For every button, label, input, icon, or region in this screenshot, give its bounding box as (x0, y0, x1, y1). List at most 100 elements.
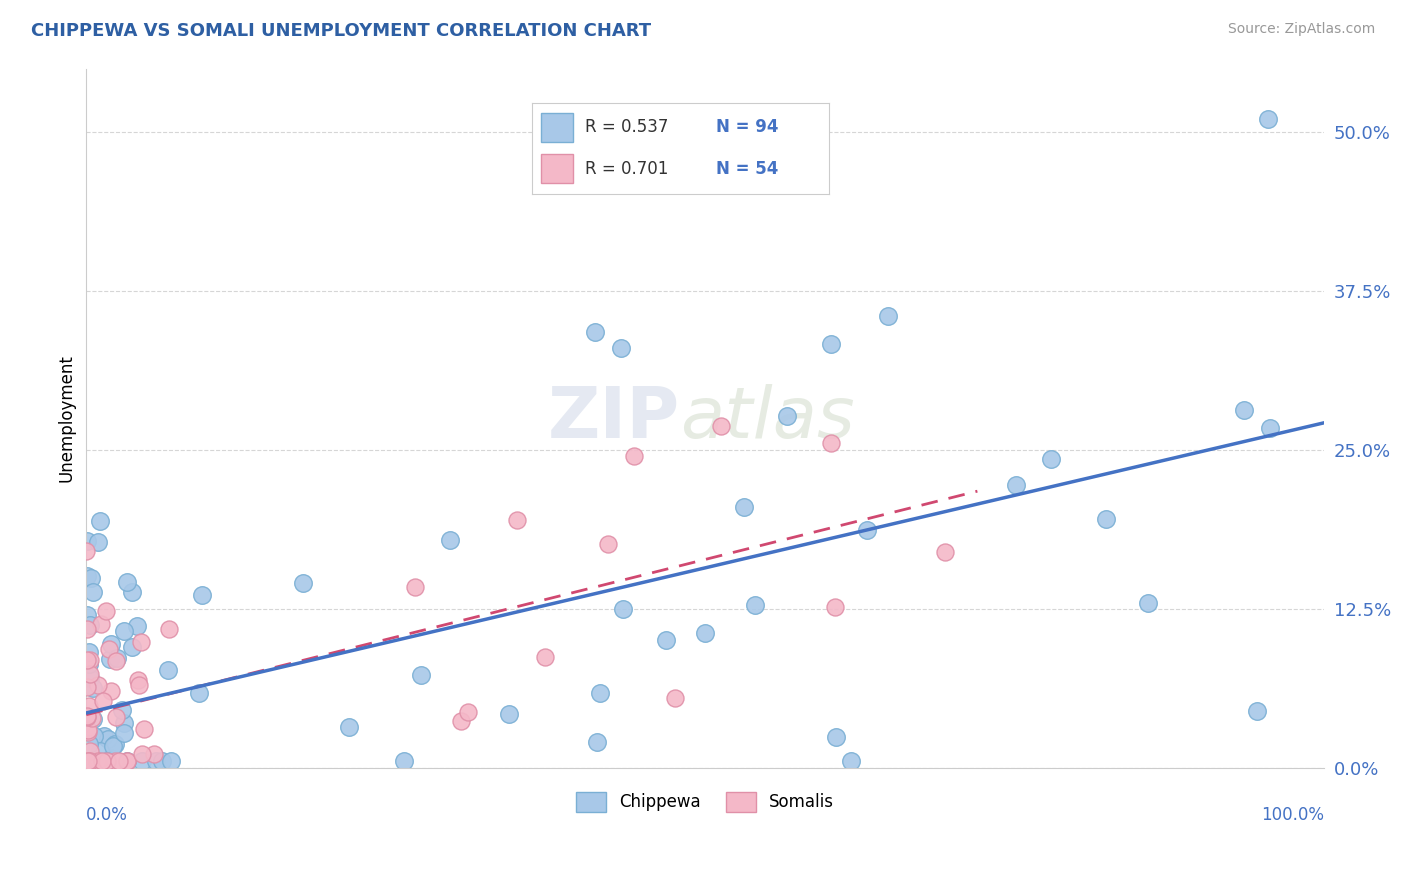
Point (77, 699, 100, 714)
Point (87, 755, 110, 769)
Point (76, 710, 98, 724)
Point (824, 600, 846, 615)
Point (76, 709, 98, 723)
Point (1004, 478, 1026, 492)
Point (91, 755, 114, 769)
Point (91, 694, 114, 708)
Point (80, 755, 103, 769)
Point (79, 666, 101, 681)
Point (498, 707, 520, 722)
Point (776, 409, 799, 423)
Point (411, 668, 433, 682)
Point (145, 755, 167, 769)
Point (112, 726, 135, 740)
Point (97, 755, 120, 769)
Point (610, 341, 633, 355)
Point (128, 678, 150, 692)
Point (623, 449, 645, 463)
Point (1095, 512, 1118, 526)
Point (79, 744, 101, 758)
Point (105, 755, 128, 769)
Point (876, 310, 898, 324)
Point (100, 755, 122, 769)
Point (104, 738, 127, 752)
Point (86, 678, 108, 692)
Point (82, 681, 104, 695)
Point (89, 514, 111, 528)
Point (76, 653, 98, 667)
Point (79, 653, 101, 667)
Point (654, 633, 676, 648)
Point (87, 535, 110, 549)
Point (191, 588, 214, 602)
Point (129, 635, 152, 649)
Point (77, 755, 100, 769)
Point (589, 686, 612, 700)
Point (82, 712, 104, 726)
Point (820, 337, 842, 351)
Point (612, 602, 634, 616)
Point (404, 580, 426, 594)
Point (96, 755, 118, 769)
Point (115, 755, 138, 769)
Point (82, 755, 104, 769)
Point (1039, 451, 1062, 466)
Point (77, 755, 100, 769)
Point (80, 755, 103, 769)
Point (131, 755, 153, 769)
Point (291, 576, 314, 591)
Legend: Chippewa, Somalis: Chippewa, Somalis (569, 785, 841, 819)
Point (77, 755, 100, 769)
Point (98, 641, 121, 656)
Point (75, 543, 97, 558)
Point (586, 735, 609, 749)
Point (84, 755, 107, 769)
Text: ZIP: ZIP (548, 384, 681, 452)
Point (89, 755, 111, 769)
Point (157, 622, 180, 636)
Point (132, 722, 155, 736)
Point (159, 755, 181, 769)
Point (86, 755, 108, 769)
Point (104, 755, 127, 769)
Point (79, 755, 101, 769)
Point (104, 710, 127, 724)
Point (76, 680, 98, 694)
Point (80, 755, 103, 769)
Point (76, 568, 98, 582)
Text: 100.0%: 100.0% (1261, 806, 1324, 824)
Point (104, 755, 127, 769)
Point (77, 724, 100, 739)
Point (1246, 704, 1268, 718)
Text: CHIPPEWA VS SOMALI UNEMPLOYMENT CORRELATION CHART: CHIPPEWA VS SOMALI UNEMPLOYMENT CORRELAT… (31, 22, 651, 40)
Point (115, 755, 138, 769)
Point (187, 686, 209, 700)
Point (83, 755, 105, 769)
Point (79, 570, 101, 584)
Point (934, 545, 956, 559)
Point (82, 585, 104, 599)
Point (76, 755, 98, 769)
Point (150, 755, 173, 769)
Point (394, 755, 416, 769)
Point (93, 729, 115, 743)
Point (76, 755, 98, 769)
Point (111, 702, 134, 716)
Text: Source: ZipAtlas.com: Source: ZipAtlas.com (1227, 22, 1375, 37)
Point (127, 673, 149, 688)
Point (457, 705, 479, 719)
Text: 0.0%: 0.0% (86, 806, 128, 824)
Point (101, 739, 124, 753)
Point (450, 714, 472, 728)
Point (96, 755, 118, 769)
Point (100, 684, 122, 698)
Point (115, 755, 138, 769)
Point (80, 711, 103, 725)
Point (100, 755, 122, 769)
Point (534, 649, 557, 664)
Point (79, 755, 101, 769)
Point (79, 618, 101, 632)
Point (1233, 402, 1256, 417)
Point (89, 744, 111, 758)
Point (76, 755, 98, 769)
